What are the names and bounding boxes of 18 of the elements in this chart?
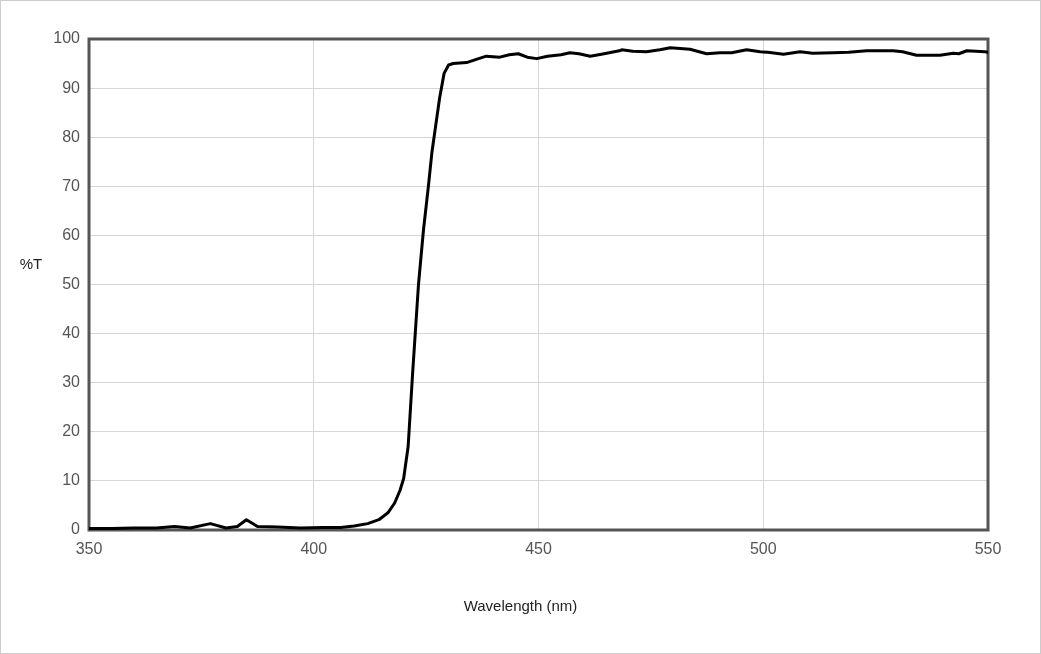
y-tick-label: 30 (62, 373, 81, 391)
y-tick-label: 40 (62, 324, 81, 342)
x-axis-title: Wavelength (nm) (463, 597, 578, 615)
x-tick-label: 450 (525, 540, 552, 558)
y-tick-label: 90 (62, 78, 81, 96)
y-tick-label: 0 (71, 520, 81, 538)
y-axis-title: %T (19, 255, 43, 272)
y-tick-label: 60 (62, 225, 81, 243)
y-tick-label: 50 (62, 274, 81, 292)
y-tick-label: 100 (53, 29, 81, 47)
y-tick-label: 10 (62, 471, 81, 489)
y-tick-label: 70 (62, 176, 81, 194)
x-tick-label: 500 (749, 540, 777, 558)
y-tick-label: 20 (62, 422, 81, 440)
y-tick-label: 80 (62, 127, 81, 145)
x-tick-label: 550 (974, 540, 1002, 558)
x-tick-label: 350 (75, 540, 103, 558)
x-tick-label: 400 (300, 540, 328, 558)
